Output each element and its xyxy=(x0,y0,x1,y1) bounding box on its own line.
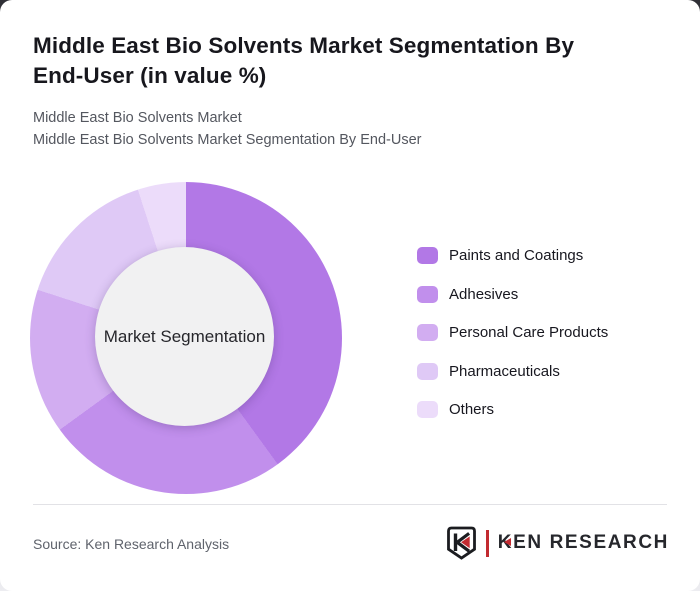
legend-swatch xyxy=(417,362,438,380)
legend-swatch xyxy=(417,324,438,341)
chart-legend: Paints and Coatings Adhesives Personal C… xyxy=(417,247,608,418)
legend-item-others: Others xyxy=(417,401,608,418)
source-text: Source: Ken Research Analysis xyxy=(33,536,230,552)
legend-label: Pharmaceuticals xyxy=(449,362,560,380)
subtitle-line-2: Middle East Bio Solvents Market Segmenta… xyxy=(33,131,422,148)
chart-center-label: Market Segmentation xyxy=(103,326,266,346)
donut-chart: Market Segmentation xyxy=(30,182,342,494)
subtitle-block: Middle East Bio Solvents Market Middle E… xyxy=(33,108,421,151)
logo-red-triangle-icon xyxy=(503,538,511,546)
ken-research-logo: KEN RESEARCH xyxy=(446,526,669,560)
legend-item-adhesives: Adhesives xyxy=(417,285,608,303)
legend-item-personal-care-products: Personal Care Products xyxy=(417,324,608,341)
legend-label: Adhesives xyxy=(449,285,519,303)
logo-wordmark: KEN RESEARCH xyxy=(498,532,669,554)
logo-shield-icon xyxy=(446,526,476,560)
logo-wordmark-text: KEN RESEARCH xyxy=(497,532,669,553)
page-title: Middle East Bio Solvents Market Segmenta… xyxy=(33,31,673,91)
donut-hole: Market Segmentation xyxy=(95,247,274,426)
title-line-2: End-User (in value %) xyxy=(33,63,267,88)
legend-label: Others xyxy=(449,401,495,418)
legend-swatch xyxy=(417,247,438,264)
legend-item-paints-and-coatings: Paints and Coatings xyxy=(417,247,608,264)
footer-divider xyxy=(33,504,667,505)
subtitle-line-1: Middle East Bio Solvents Market xyxy=(33,110,242,126)
legend-label: Personal Care Products xyxy=(449,324,609,341)
legend-swatch xyxy=(417,285,438,303)
legend-item-pharmaceuticals: Pharmaceuticals xyxy=(417,362,608,380)
title-line-1: Middle East Bio Solvents Market Segmenta… xyxy=(33,33,575,58)
logo-separator xyxy=(485,529,489,557)
legend-label: Paints and Coatings xyxy=(449,247,584,264)
legend-swatch xyxy=(417,401,438,418)
